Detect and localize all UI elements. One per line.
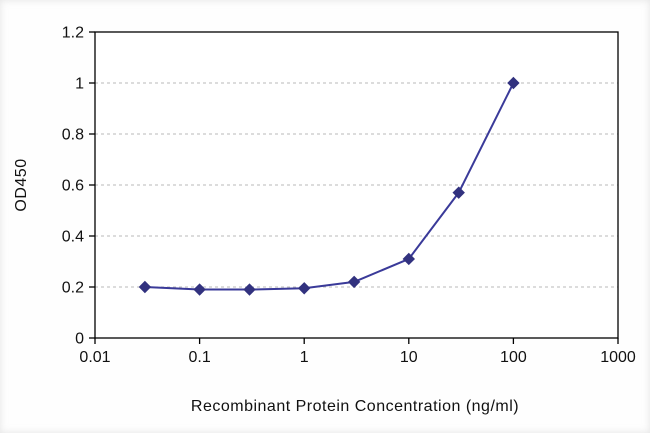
x-tick-label: 100 (500, 349, 527, 366)
y-tick-label: 0.4 (62, 229, 84, 246)
x-tick-label: 1000 (600, 349, 636, 366)
y-tick-label: 1 (75, 76, 84, 93)
y-axis-title: OD450 (13, 158, 30, 212)
data-point-marker (297, 282, 311, 295)
data-point-marker (402, 252, 416, 266)
plot-area (95, 32, 618, 338)
data-point-marker (138, 280, 152, 294)
data-point-marker (452, 186, 465, 199)
x-tick-label: 10 (400, 349, 418, 366)
x-tick-label: 0.01 (79, 349, 110, 366)
x-axis-title: Recombinant Protein Concentration (ng/ml… (190, 398, 520, 415)
data-point-marker (243, 283, 256, 296)
y-tick-label: 1.2 (62, 25, 84, 42)
series-line (144, 82, 515, 291)
x-tick-label: 0.1 (188, 349, 210, 366)
y-tick-label: 0 (75, 331, 84, 348)
data-point-marker (507, 76, 520, 90)
data-point-marker (193, 283, 206, 296)
x-tick-label: 1 (300, 349, 309, 366)
y-tick-label: 0.6 (62, 178, 84, 195)
data-point-marker (347, 275, 361, 289)
y-tick-label: 0.2 (62, 280, 84, 297)
y-tick-label: 0.8 (62, 127, 84, 144)
